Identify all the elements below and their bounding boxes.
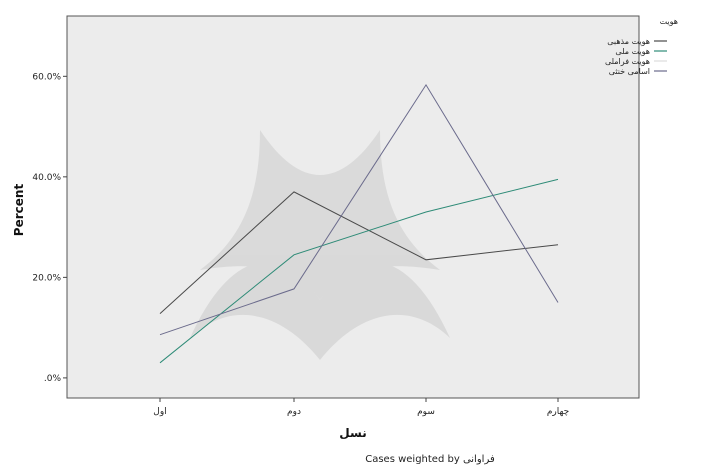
series-line-1 bbox=[159, 178, 559, 364]
footnote: Cases weighted by فراوانی bbox=[365, 454, 495, 465]
legend-label: هویت فراملی bbox=[605, 57, 650, 66]
y-tick-label: 60.0% bbox=[32, 72, 61, 82]
y-axis: .0% 20.0% 40.0% 60.0% bbox=[32, 72, 67, 384]
y-tick-label: .0% bbox=[44, 374, 62, 384]
y-tick-label: 40.0% bbox=[32, 173, 61, 183]
series-line-0 bbox=[159, 191, 559, 314]
x-axis-title: نسل bbox=[339, 426, 366, 440]
legend-label: هویت مذهبی bbox=[607, 37, 650, 46]
y-tick-label: 20.0% bbox=[32, 273, 61, 283]
x-axis: اول دوم سوم چهارم bbox=[153, 398, 569, 417]
legend-label: هویت ملی bbox=[615, 47, 650, 56]
series-layer bbox=[159, 83, 559, 364]
legend-title: هویت bbox=[660, 17, 678, 26]
series-line-3 bbox=[159, 83, 559, 336]
x-tick-label: سوم bbox=[417, 407, 435, 417]
legend-label: اسامی خنثی bbox=[609, 67, 650, 76]
x-tick-label: چهارم bbox=[547, 407, 569, 417]
x-tick-label: اول bbox=[153, 407, 166, 417]
y-axis-title: Percent bbox=[12, 184, 26, 237]
x-tick-label: دوم bbox=[287, 407, 301, 417]
